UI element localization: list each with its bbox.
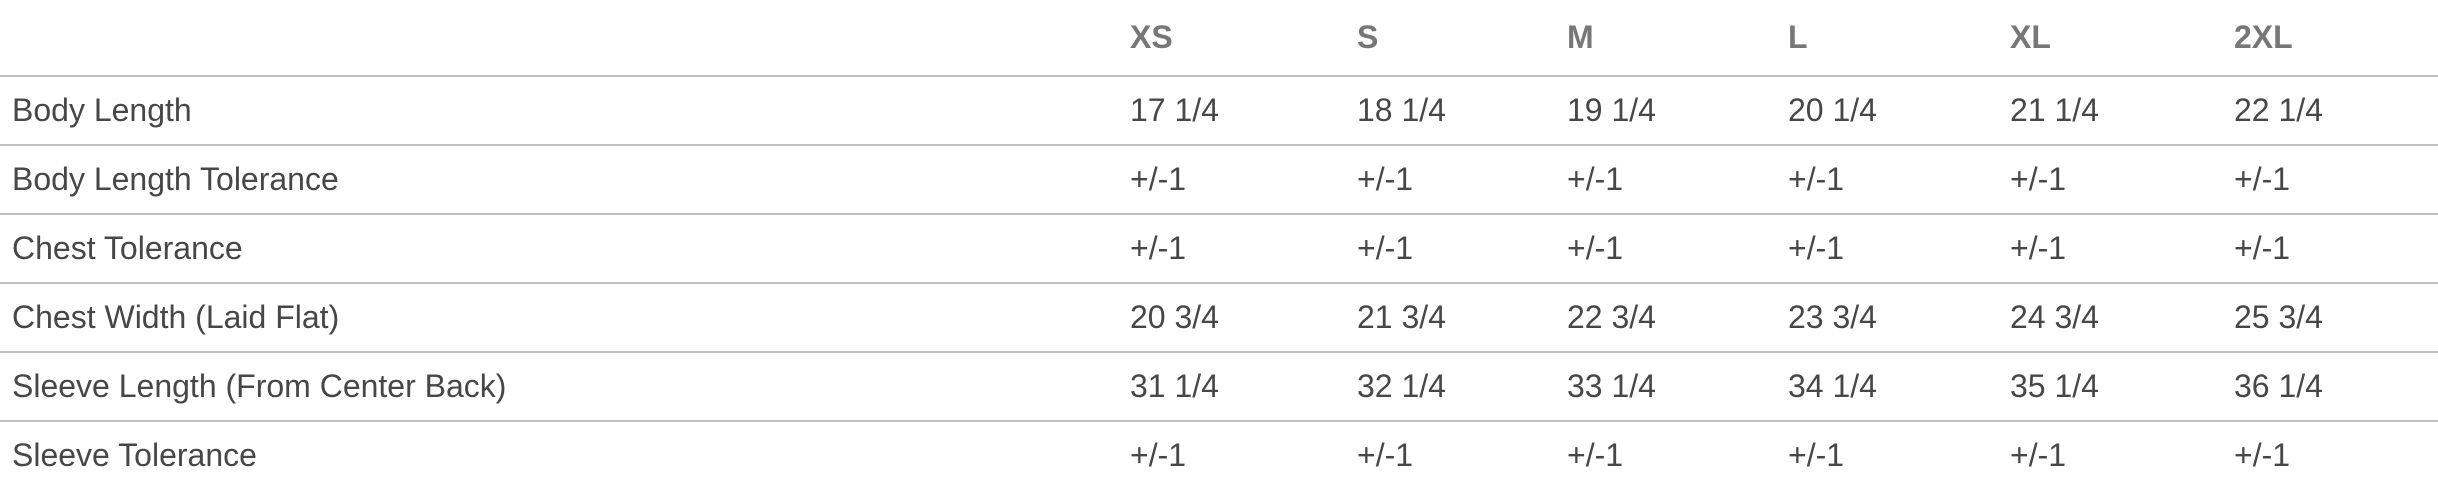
- measurement-value: +/-1: [1357, 437, 1414, 473]
- measurement-label: Chest Tolerance: [0, 214, 1130, 284]
- measurement-value: 22 1/4: [2234, 76, 2438, 146]
- measurement-value: +/-1: [2010, 437, 2067, 473]
- header-size-m: M: [1567, 0, 1788, 77]
- measurement-value: +/-1: [1567, 145, 1788, 215]
- measurement-value: 17 1/4: [1130, 76, 1357, 146]
- measurement-value: 19 1/4: [1567, 76, 1788, 146]
- measurement-value: 35 1/4: [2010, 352, 2234, 422]
- measurement-value: +/-1: [1130, 437, 1187, 473]
- measurement-value: 18 1/4: [1357, 76, 1567, 146]
- measurement-value: 20 3/4: [1130, 283, 1357, 353]
- measurement-value: +/-1: [1130, 145, 1357, 215]
- measurement-label: Body Length: [0, 76, 1130, 146]
- measurement-label: Sleeve Length (From Center Back): [0, 352, 1130, 422]
- size-chart-body: Body Length 17 1/4 18 1/4 19 1/4 20 1/4 21 1/…: [0, 76, 2438, 489]
- measurement-value: +/-1: [1357, 214, 1567, 284]
- header-size-xs: XS: [1130, 0, 1357, 77]
- measurement-label: Sleeve Tolerance: [12, 437, 257, 473]
- measurement-value: +/-1: [2234, 145, 2438, 215]
- header-label-column: [0, 0, 1130, 77]
- measurement-value: +/-1: [2234, 214, 2438, 284]
- measurement-value: +/-1: [1357, 145, 1567, 215]
- measurement-label: Chest Width (Laid Flat): [0, 283, 1130, 353]
- measurement-value: +/-1: [1788, 437, 1845, 473]
- measurement-label: Body Length Tolerance: [0, 145, 1130, 215]
- measurement-value: +/-1: [1130, 214, 1357, 284]
- measurement-value: 24 3/4: [2010, 283, 2234, 353]
- table-row: Sleeve Tolerance +/-1 +/-1 +/-1 +/-1 +/-1 +/-1: [0, 421, 2438, 489]
- measurement-value: 21 3/4: [1357, 283, 1567, 353]
- measurement-value: 22 3/4: [1567, 283, 1788, 353]
- measurement-value: 25 3/4: [2234, 283, 2438, 353]
- measurement-value: +/-1: [1567, 214, 1788, 284]
- table-row: Chest Tolerance +/-1 +/-1 +/-1 +/-1 +/-1 +/-1: [0, 214, 2438, 284]
- measurement-value: 20 1/4: [1788, 76, 2010, 146]
- size-chart-table: XS S M L XL 2XL Body Length 17 1/4 18 1/4 19 1/4…: [0, 0, 2438, 489]
- table-row: Chest Width (Laid Flat) 20 3/4 21 3/4 22 3/…: [0, 283, 2438, 353]
- header-size-l: L: [1788, 0, 2010, 77]
- measurement-value: +/-1: [1788, 214, 2010, 284]
- table-row: Sleeve Length (From Center Back) 31 1/4 32…: [0, 352, 2438, 422]
- table-row: Body Length Tolerance +/-1 +/-1 +/-1 +/-1 +/-…: [0, 145, 2438, 215]
- measurement-value: +/-1: [2010, 214, 2234, 284]
- measurement-value: 32 1/4: [1357, 352, 1567, 422]
- measurement-value: 31 1/4: [1130, 352, 1357, 422]
- measurement-value: 33 1/4: [1567, 352, 1788, 422]
- measurement-value: 34 1/4: [1788, 352, 2010, 422]
- measurement-value: +/-1: [2010, 145, 2234, 215]
- header-size-s: S: [1357, 0, 1567, 77]
- measurement-value: +/-1: [2234, 437, 2291, 473]
- header-size-xl: XL: [2010, 0, 2234, 77]
- header-row: XS S M L XL 2XL: [0, 0, 2438, 77]
- measurement-value: 23 3/4: [1788, 283, 2010, 353]
- measurement-value: +/-1: [1788, 145, 2010, 215]
- measurement-value: 36 1/4: [2234, 352, 2438, 422]
- header-size-2xl: 2XL: [2234, 0, 2438, 77]
- size-chart-header: XS S M L XL 2XL: [0, 0, 2438, 77]
- measurement-value: 21 1/4: [2010, 76, 2234, 146]
- table-row: Body Length 17 1/4 18 1/4 19 1/4 20 1/4 21 1/…: [0, 76, 2438, 146]
- measurement-value: +/-1: [1567, 437, 1624, 473]
